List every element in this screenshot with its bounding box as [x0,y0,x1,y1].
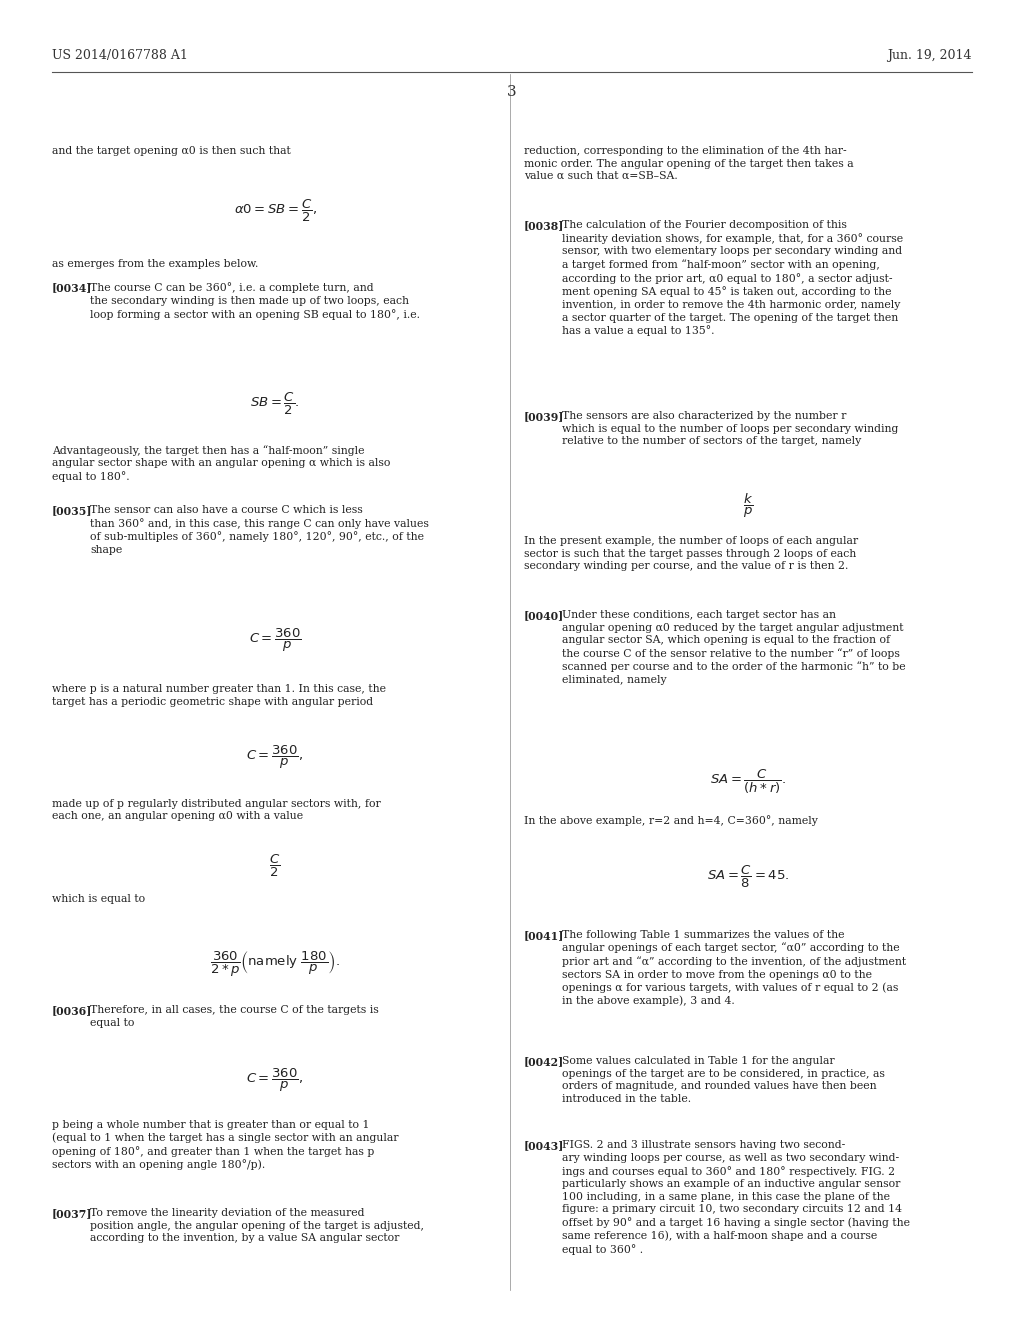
Text: $\dfrac{k}{p}$: $\dfrac{k}{p}$ [742,492,754,520]
Text: reduction, corresponding to the elimination of the 4th har-
monic order. The ang: reduction, corresponding to the eliminat… [524,147,854,181]
Text: as emerges from the examples below.: as emerges from the examples below. [52,259,258,269]
Text: $SA = \dfrac{C}{(h * r)}.$: $SA = \dfrac{C}{(h * r)}.$ [710,767,786,796]
Text: which is equal to: which is equal to [52,894,145,903]
Text: FIGS. 2 and 3 illustrate sensors having two second-
ary winding loops per course: FIGS. 2 and 3 illustrate sensors having … [562,1140,910,1255]
Text: In the present example, the number of loops of each angular
sector is such that : In the present example, the number of lo… [524,536,858,572]
Text: Advantageously, the target then has a “half-moon” single
angular sector shape wi: Advantageously, the target then has a “h… [52,445,390,482]
Text: The sensor can also have a course C which is less
than 360° and, in this case, t: The sensor can also have a course C whic… [90,504,429,554]
Text: [0040]: [0040] [524,610,564,622]
Text: US 2014/0167788 A1: US 2014/0167788 A1 [52,49,187,62]
Text: and the target opening α0 is then such that: and the target opening α0 is then such t… [52,147,291,156]
Text: [0042]: [0042] [524,1056,564,1067]
Text: made up of p regularly distributed angular sectors with, for
each one, an angula: made up of p regularly distributed angul… [52,799,381,821]
Text: $SB = \dfrac{C}{2}.$: $SB = \dfrac{C}{2}.$ [250,391,300,417]
Text: Under these conditions, each target sector has an
angular opening α0 reduced by : Under these conditions, each target sect… [562,610,905,685]
Text: The sensors are also characterized by the number r
which is equal to the number : The sensors are also characterized by th… [562,412,898,446]
Text: Jun. 19, 2014: Jun. 19, 2014 [888,49,972,62]
Text: In the above example, r=2 and h=4, C=360°, namely: In the above example, r=2 and h=4, C=360… [524,816,818,826]
Text: [0037]: [0037] [52,1208,92,1220]
Text: [0034]: [0034] [52,282,92,293]
Text: [0035]: [0035] [52,504,92,516]
Text: [0041]: [0041] [524,929,564,941]
Text: $C = \dfrac{360}{p}$: $C = \dfrac{360}{p}$ [249,627,301,655]
Text: [0036]: [0036] [52,1006,92,1016]
Text: $C = \dfrac{360}{p},$: $C = \dfrac{360}{p},$ [247,1067,304,1093]
Text: $\alpha 0 = SB = \dfrac{C}{2},$: $\alpha 0 = SB = \dfrac{C}{2},$ [233,198,316,224]
Text: where p is a natural number greater than 1. In this case, the
target has a perio: where p is a natural number greater than… [52,684,386,706]
Text: [0039]: [0039] [524,412,564,422]
Text: The course C can be 360°, i.e. a complete turn, and
the secondary winding is the: The course C can be 360°, i.e. a complet… [90,282,420,319]
Text: p being a whole number that is greater than or equal to 1
(equal to 1 when the t: p being a whole number that is greater t… [52,1119,398,1171]
Text: $\dfrac{360}{2 * p}\left(\mathrm{namely\ }\dfrac{180}{p}\right).$: $\dfrac{360}{2 * p}\left(\mathrm{namely\… [210,949,340,978]
Text: $SA = \dfrac{C}{8} = 45.$: $SA = \dfrac{C}{8} = 45.$ [707,863,790,890]
Text: To remove the linearity deviation of the measured
position angle, the angular op: To remove the linearity deviation of the… [90,1208,424,1243]
Text: $\dfrac{C}{2}$: $\dfrac{C}{2}$ [269,853,281,879]
Text: Some values calculated in Table 1 for the angular
openings of the target are to : Some values calculated in Table 1 for th… [562,1056,885,1104]
Text: Therefore, in all cases, the course C of the targets is
equal to: Therefore, in all cases, the course C of… [90,1006,379,1028]
Text: $C = \dfrac{360}{p},$: $C = \dfrac{360}{p},$ [247,744,304,771]
Text: 3: 3 [507,84,517,99]
Text: [0043]: [0043] [524,1140,564,1151]
Text: The following Table 1 summarizes the values of the
angular openings of each targ: The following Table 1 summarizes the val… [562,929,906,1006]
Text: [0038]: [0038] [524,220,564,231]
Text: The calculation of the Fourier decomposition of this
linearity deviation shows, : The calculation of the Fourier decomposi… [562,220,903,337]
